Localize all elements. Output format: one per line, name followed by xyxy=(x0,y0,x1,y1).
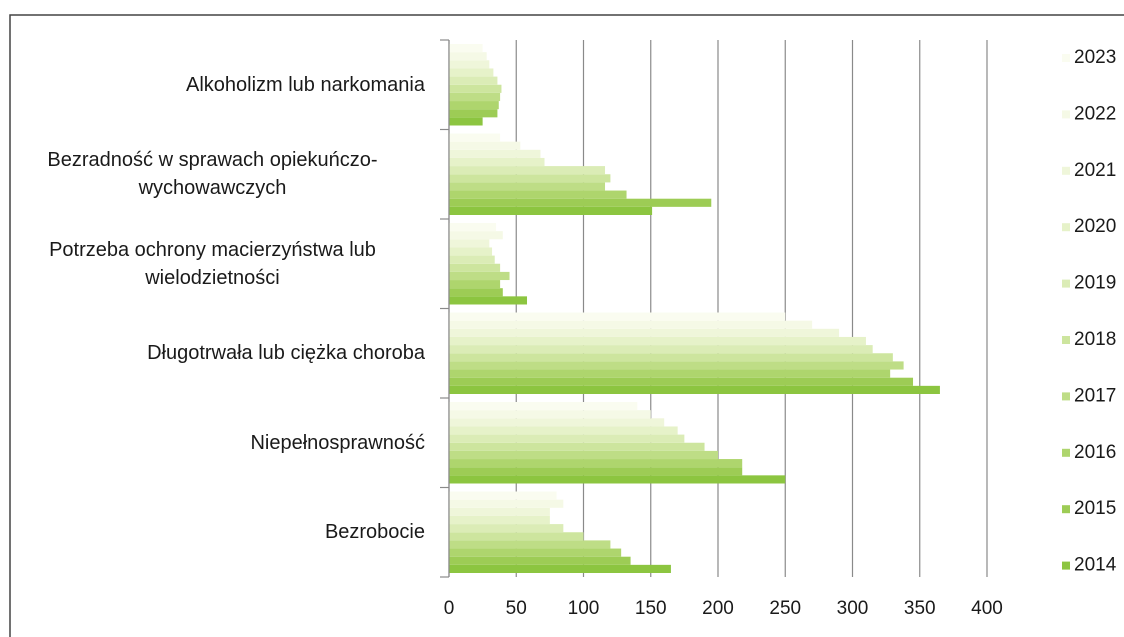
y-tick-label: Alkoholizm lub narkomania xyxy=(185,73,425,96)
y-tick-label: Bezradność w sprawach opiekuńczo-wychowa… xyxy=(47,149,378,200)
bar xyxy=(449,198,712,207)
bar xyxy=(449,133,501,142)
bar xyxy=(449,540,611,549)
x-tick-label: 200 xyxy=(702,598,734,619)
bar xyxy=(449,92,501,102)
legend-swatch xyxy=(1062,110,1070,119)
bar xyxy=(449,52,487,61)
bar xyxy=(449,101,499,110)
bar xyxy=(449,491,557,500)
bar xyxy=(449,515,550,525)
bar xyxy=(449,84,502,93)
bar xyxy=(449,410,651,419)
bar xyxy=(449,353,893,362)
x-tick-label: 400 xyxy=(971,598,1003,619)
y-tick-label: Potrzeba ochrony macierzyństwa lub wielo… xyxy=(49,238,376,289)
legend-label: 2017 xyxy=(1074,385,1116,406)
bar xyxy=(449,68,494,77)
bar xyxy=(449,255,495,264)
y-tick-label: Długotrwała lub ciężka choroba xyxy=(147,342,425,365)
legend-label: 2014 xyxy=(1074,555,1117,576)
bar xyxy=(449,247,493,256)
bar xyxy=(449,402,638,411)
y-tick-label: Niepełnosprawność xyxy=(250,431,425,454)
bar xyxy=(449,280,501,289)
bar xyxy=(449,60,490,69)
bar xyxy=(449,166,606,175)
bar xyxy=(449,149,541,158)
bar xyxy=(449,117,483,126)
bar xyxy=(449,442,705,451)
bar xyxy=(449,231,503,240)
bar xyxy=(449,499,564,508)
bar xyxy=(449,182,606,191)
bar xyxy=(449,141,521,150)
legend-swatch xyxy=(1062,279,1070,288)
bar xyxy=(449,44,483,53)
x-tick-label: 300 xyxy=(837,598,869,619)
bar xyxy=(449,190,627,199)
bar xyxy=(449,271,510,281)
bar xyxy=(449,475,786,484)
x-tick-label: 50 xyxy=(506,598,527,619)
legend-swatch xyxy=(1062,336,1070,344)
x-tick-label: 0 xyxy=(444,598,455,619)
bar xyxy=(449,345,873,354)
legend-label: 2023 xyxy=(1074,47,1116,68)
bar xyxy=(449,76,498,85)
x-tick-label: 150 xyxy=(635,598,667,619)
legend-swatch xyxy=(1062,166,1070,175)
legend-label: 2016 xyxy=(1074,442,1116,463)
bar xyxy=(449,556,631,565)
legend-swatch xyxy=(1062,392,1070,401)
bar xyxy=(449,206,653,215)
bar xyxy=(449,426,678,435)
bar xyxy=(449,507,550,516)
bar xyxy=(449,361,904,370)
bar xyxy=(449,434,685,443)
bar xyxy=(449,418,665,427)
bar xyxy=(449,312,786,321)
legend-swatch xyxy=(1062,54,1070,62)
bar xyxy=(449,174,611,183)
bar xyxy=(449,320,813,329)
bar xyxy=(449,450,718,460)
x-tick-label: 100 xyxy=(568,598,600,619)
bar xyxy=(449,369,891,378)
legend-label: 2020 xyxy=(1074,216,1116,237)
bar xyxy=(449,239,490,248)
bar xyxy=(449,532,584,541)
bar xyxy=(449,223,497,232)
bar xyxy=(449,459,743,468)
legend-label: 2015 xyxy=(1074,498,1116,519)
bar xyxy=(449,336,866,346)
x-tick-label: 350 xyxy=(904,598,936,619)
legend-label: 2019 xyxy=(1074,273,1116,294)
frame xyxy=(9,14,1124,637)
bar xyxy=(449,288,503,297)
bar xyxy=(449,377,914,386)
bar xyxy=(449,467,743,476)
legend-swatch xyxy=(1062,223,1070,232)
bar xyxy=(449,157,545,167)
x-tick-label: 250 xyxy=(769,598,801,619)
legend-label: 2018 xyxy=(1074,329,1116,350)
bar xyxy=(449,109,498,118)
bar xyxy=(449,564,671,573)
bar xyxy=(449,263,501,272)
legend-label: 2021 xyxy=(1074,160,1116,181)
bar xyxy=(449,328,840,337)
bar xyxy=(449,524,564,533)
legend-swatch xyxy=(1062,448,1070,457)
y-tick-label: Bezrobocie xyxy=(324,521,425,544)
bar xyxy=(449,548,622,557)
legend-label: 2022 xyxy=(1074,103,1116,124)
legend-swatch xyxy=(1062,561,1070,570)
legend-swatch xyxy=(1062,505,1070,514)
bar xyxy=(449,385,940,394)
bar xyxy=(449,296,528,305)
